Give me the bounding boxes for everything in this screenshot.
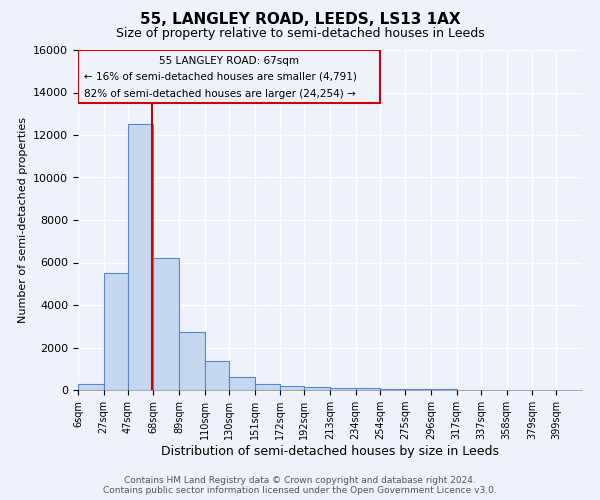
Bar [78,384,104,390]
Bar [78,50,380,103]
Y-axis label: Number of semi-detached properties: Number of semi-detached properties [17,117,28,323]
Text: 55 LANGLEY ROAD: 67sqm: 55 LANGLEY ROAD: 67sqm [159,56,299,66]
Bar [154,258,179,390]
Bar [229,378,254,390]
Bar [356,388,380,390]
Bar [406,389,431,390]
Bar [128,124,154,390]
Bar [179,332,205,390]
Bar [280,386,304,390]
Text: 82% of semi-detached houses are larger (24,254) →: 82% of semi-detached houses are larger (… [84,88,356,99]
X-axis label: Distribution of semi-detached houses by size in Leeds: Distribution of semi-detached houses by … [161,445,499,458]
Text: ← 16% of semi-detached houses are smaller (4,791): ← 16% of semi-detached houses are smalle… [84,72,357,82]
Bar [254,384,280,390]
Text: Contains HM Land Registry data © Crown copyright and database right 2024.
Contai: Contains HM Land Registry data © Crown c… [103,476,497,495]
Bar [304,387,330,390]
Bar [330,388,356,390]
Bar [380,389,406,390]
Text: Size of property relative to semi-detached houses in Leeds: Size of property relative to semi-detach… [116,28,484,40]
Bar [104,273,128,390]
Bar [205,362,229,390]
Text: 55, LANGLEY ROAD, LEEDS, LS13 1AX: 55, LANGLEY ROAD, LEEDS, LS13 1AX [140,12,460,28]
